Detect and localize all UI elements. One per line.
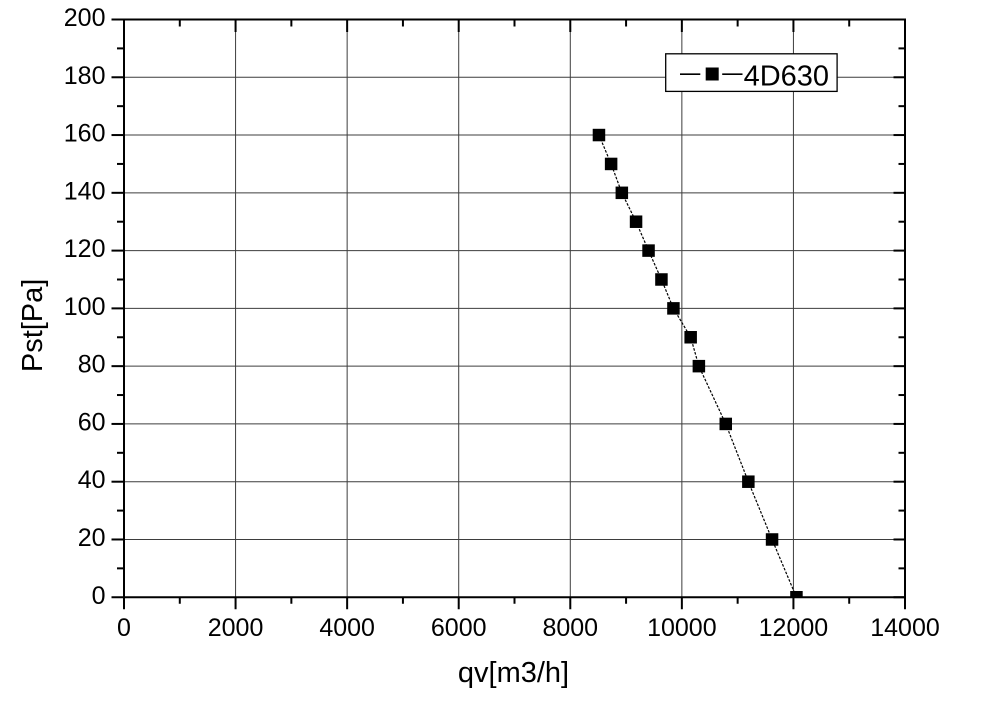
- svg-text:10000: 10000: [647, 614, 717, 642]
- svg-text:40: 40: [78, 466, 106, 494]
- svg-text:4000: 4000: [319, 614, 375, 642]
- svg-text:14000: 14000: [870, 614, 940, 642]
- svg-text:6000: 6000: [431, 614, 487, 642]
- svg-text:0: 0: [117, 614, 131, 642]
- svg-text:0: 0: [92, 582, 106, 610]
- svg-text:140: 140: [64, 177, 106, 205]
- svg-text:80: 80: [78, 351, 106, 379]
- svg-text:12000: 12000: [759, 614, 829, 642]
- svg-text:8000: 8000: [542, 614, 598, 642]
- svg-text:60: 60: [78, 408, 106, 436]
- svg-text:2000: 2000: [208, 614, 264, 642]
- svg-text:160: 160: [64, 120, 106, 148]
- svg-text:20: 20: [78, 524, 106, 552]
- svg-text:Pst[Pa]: Pst[Pa]: [17, 279, 49, 373]
- svg-text:qv[m3/h]: qv[m3/h]: [458, 657, 569, 689]
- svg-text:100: 100: [64, 293, 106, 321]
- svg-text:180: 180: [64, 62, 106, 90]
- svg-text:120: 120: [64, 235, 106, 263]
- svg-text:200: 200: [64, 4, 106, 32]
- svg-text:4D630: 4D630: [744, 61, 829, 93]
